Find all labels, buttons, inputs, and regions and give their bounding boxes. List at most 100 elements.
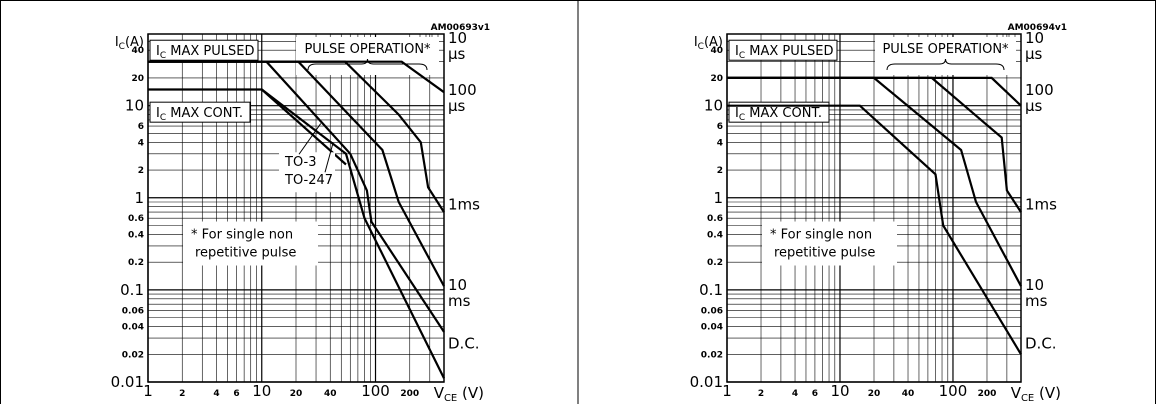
figure-code: AM00694v1: [1008, 23, 1067, 33]
annotation-boxes: IC MAX PULSED IC MAX CONT. PULSE OPERATION…: [149, 37, 439, 266]
y-tick-label: 0.04: [701, 323, 723, 333]
x-tick-label: 6: [812, 389, 818, 399]
x-tick-label: 40: [902, 389, 915, 399]
pulse-operation-label: PULSE OPERATION*: [304, 42, 431, 57]
footnote-line-1: * For single non: [770, 228, 872, 243]
series-label-3: ms: [1025, 292, 1048, 310]
series-label-0: μs: [1025, 45, 1043, 63]
footnote-box: [762, 221, 897, 266]
series-label-3: ms: [448, 292, 471, 310]
x-tick-label: 200: [978, 389, 997, 399]
y-tick-label: 20: [131, 74, 144, 84]
pulse-operation-brace: [886, 58, 1005, 71]
y-tick-label: 0.2: [707, 258, 723, 268]
y-tick-label: 0.01: [111, 373, 144, 391]
series-line-2: [727, 76, 1022, 287]
plot-area: [147, 33, 445, 383]
x-tick-label: 2: [758, 389, 764, 399]
x-tick-label: 1: [143, 382, 153, 400]
ic-max-pulsed-box: [728, 39, 838, 61]
package-leader-to3: [298, 123, 322, 155]
ic-max-cont-box: [728, 101, 830, 123]
series-label-bg: [445, 28, 489, 63]
annotation-boxes: IC MAX PULSED IC MAX CONT. PULSE OPERATION…: [728, 37, 1016, 266]
y-tick-label: 0.1: [120, 281, 144, 299]
y-tick-label: 0.02: [701, 350, 723, 360]
x-tick-label: 1: [722, 382, 732, 400]
series-label-bg: [1022, 334, 1066, 353]
series-line-5: [261, 88, 347, 166]
x-tick-label: 200: [400, 389, 419, 399]
series-line-3: [148, 60, 445, 333]
x-tick-label: 100: [939, 382, 968, 400]
series-label-1: 100: [448, 81, 477, 99]
plot-area: [726, 33, 1022, 383]
package-callout: TO-3 TO-247: [279, 123, 336, 193]
x-tick-labels: 1 2 4 6 10 20 40 100 200: [722, 382, 996, 400]
y-tick-label: 4: [138, 138, 144, 148]
footnote-line-2: repetitive pulse: [774, 246, 875, 261]
series-label-2: 1ms: [1025, 195, 1057, 213]
package-leader-to247: [324, 144, 334, 173]
series-line-3: [727, 104, 1022, 355]
series-line-4: [148, 88, 445, 379]
y-tick-labels: 40 20 10 6 4 2 1 0.6 0.4 0.2 0.1 0.06 0.04 0.02 0.01: [111, 46, 144, 391]
series: [148, 60, 445, 379]
x-tick-label: 4: [213, 389, 219, 399]
y-tick-label: 6: [717, 122, 723, 132]
series-label-4: D.C.: [448, 335, 480, 353]
y-tick-label: 40: [131, 46, 144, 56]
series-line-1: [148, 60, 445, 213]
series-label-3: 10: [448, 276, 467, 294]
x-tick-label: 6: [233, 389, 239, 399]
y-tick-label: 0.2: [128, 258, 144, 268]
y-tick-label: 0.02: [122, 350, 144, 360]
package-label-to247: TO-247: [284, 173, 333, 188]
x-tick-label: 4: [792, 389, 798, 399]
pulse-operation-brace: [307, 58, 428, 71]
series: [727, 76, 1022, 355]
y-tick-label: 0.06: [122, 306, 144, 316]
y-tick-label: 1: [134, 189, 144, 207]
y-tick-label: 10: [704, 97, 723, 115]
pulse-operation-box: [296, 37, 439, 75]
series-label-bg: [445, 195, 489, 214]
series-label-bg: [445, 334, 489, 353]
package-label-to3: TO-3: [284, 155, 317, 170]
y-tick-label: 0.1: [699, 281, 723, 299]
pulse-operation-box: [875, 37, 1016, 75]
y-tick-label: 1: [713, 189, 723, 207]
x-tick-label: 40: [324, 389, 337, 399]
package-callout-bg: [279, 152, 336, 193]
y-tick-label: 0.04: [122, 323, 144, 333]
y-tick-label: 4: [717, 138, 723, 148]
soa-chart-left: IC MAX PULSED IC MAX CONT. PULSE OPERATION…: [111, 23, 490, 404]
y-tick-label: 6: [138, 122, 144, 132]
footnote-line-2: repetitive pulse: [195, 246, 296, 261]
y-tick-label: 0.06: [701, 306, 723, 316]
y-tick-label: 0.4: [128, 230, 144, 240]
x-tick-label: 20: [290, 389, 303, 399]
y-tick-label: 0.6: [707, 214, 723, 224]
x-tick-label: 100: [361, 382, 390, 400]
ic-max-cont-label: IC MAX CONT.: [156, 106, 243, 123]
footnote-box: [183, 221, 318, 266]
ic-max-pulsed-box: [149, 39, 259, 61]
pulse-operation-label: PULSE OPERATION*: [882, 42, 1009, 57]
figure-code: AM00693v1: [431, 23, 490, 33]
x-axis-label: VCE (V): [434, 384, 484, 404]
series-label-bg: [1022, 28, 1066, 63]
x-tick-label: 10: [830, 382, 849, 400]
series-label-0: μs: [448, 45, 466, 63]
series-label-0: 10: [448, 29, 467, 47]
series-label-bg: [445, 275, 489, 310]
y-tick-label: 2: [138, 166, 144, 176]
ic-max-pulsed-label: IC MAX PULSED: [156, 44, 255, 61]
y-tick-label: 0.4: [707, 230, 723, 240]
footnote-line-1: * For single non: [191, 228, 293, 243]
ic-max-cont-box: [149, 101, 251, 123]
y-tick-label: 10: [125, 97, 144, 115]
series-label-bg: [1022, 195, 1066, 214]
x-tick-label: 20: [868, 389, 881, 399]
